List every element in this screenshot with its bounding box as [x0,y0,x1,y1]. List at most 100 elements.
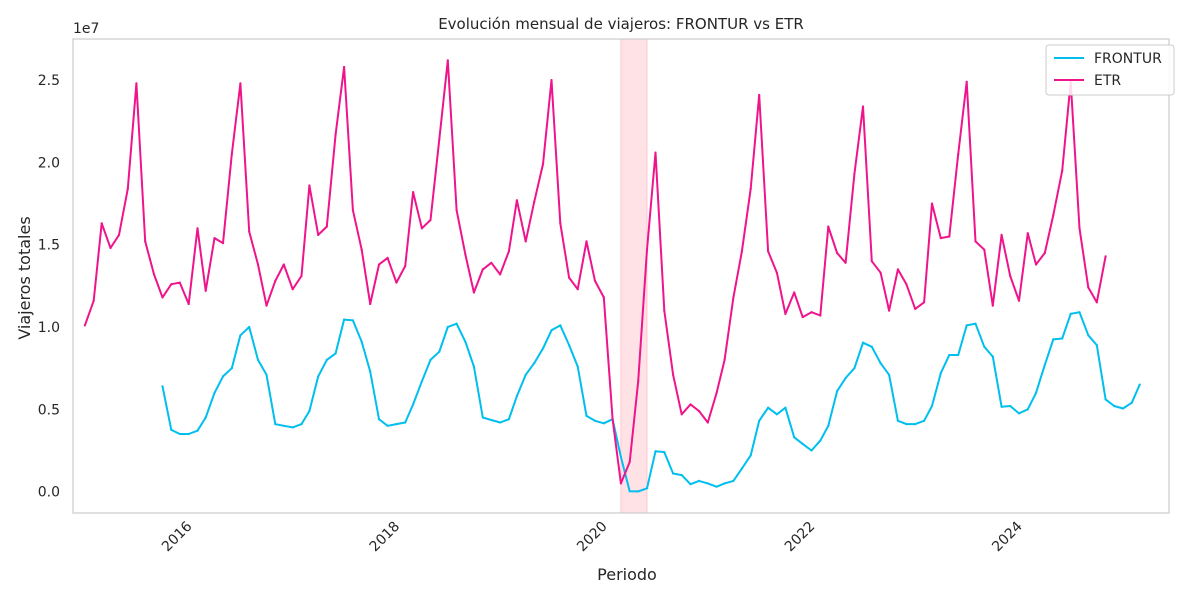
data-point-frontur [784,406,787,409]
data-point-etr [213,237,216,240]
x-axis-label: Periodo [597,565,657,584]
data-point-frontur [879,362,882,365]
data-point-etr [974,240,977,243]
data-point-frontur [810,449,813,452]
data-point-etr [697,409,701,413]
data-point-etr [923,301,926,304]
data-point-frontur [861,341,865,344]
data-point-frontur [689,483,692,486]
data-point-frontur [559,324,562,327]
data-point-frontur [213,391,216,394]
data-point-frontur [983,345,986,348]
data-point-etr [602,296,605,299]
y-offset-text: 1e7 [73,21,99,37]
data-point-etr [905,283,908,286]
data-point-etr [1026,232,1029,235]
series-line-frontur [161,311,1141,493]
data-point-etr [775,271,779,274]
data-point-frontur [1043,363,1046,366]
data-point-frontur [593,419,597,422]
data-point-frontur [576,365,579,368]
data-point-etr [568,276,571,279]
data-point-etr [896,268,900,271]
data-point-etr [991,304,994,307]
data-point-etr [637,380,640,383]
data-point-etr [533,200,536,203]
data-point-etr [386,256,389,259]
data-point-etr [672,373,675,376]
data-point-frontur [870,345,873,348]
data-point-etr [343,65,346,69]
data-point-frontur [930,404,934,408]
data-point-etr [888,309,891,312]
data-point-etr [663,309,666,312]
data-point-frontur [343,318,346,321]
data-point-frontur [360,340,363,343]
data-point-etr [438,138,441,141]
data-point-frontur [300,423,303,426]
data-point-frontur [204,416,207,419]
data-point-frontur [170,428,173,431]
data-point-frontur [793,436,796,439]
y-tick-label: 1.0 [38,320,60,336]
data-point-etr [611,418,614,421]
data-point-etr [749,187,752,190]
data-point-etr [576,288,579,291]
y-tick-label: 2.0 [38,155,60,171]
data-point-etr [490,261,493,264]
data-point-etr [196,227,199,230]
data-point-frontur [585,414,588,417]
data-point-etr [351,209,354,212]
data-point-frontur [464,340,467,343]
data-point-etr [723,358,726,361]
data-point-frontur [957,353,960,357]
data-point-etr [706,421,709,424]
data-point-etr [957,153,960,156]
data-point-frontur [291,426,294,429]
data-point-frontur [533,362,536,365]
data-point-frontur [1026,408,1029,411]
data-point-etr [1087,286,1090,289]
data-point-frontur [265,373,268,376]
data-point-frontur [645,487,649,490]
data-point-frontur [680,474,683,477]
data-point-frontur [1034,391,1038,394]
data-point-etr [221,242,225,245]
data-point-etr [404,265,407,268]
data-point-frontur [758,419,761,422]
data-point-etr [83,324,86,327]
data-point-frontur [853,367,856,370]
data-point-frontur [914,423,917,426]
data-point-etr [541,163,545,166]
data-point-etr [265,304,268,307]
data-point-etr [836,251,839,255]
data-point-etr [135,82,138,85]
data-point-etr [524,240,527,243]
data-point-frontur [715,485,718,488]
data-point-etr [1000,233,1003,236]
data-point-etr [109,246,112,250]
data-point-frontur [1069,312,1072,315]
data-point-frontur [490,418,493,422]
data-point-frontur [1017,412,1021,415]
data-point-etr [248,230,251,233]
data-point-frontur [317,375,320,378]
data-point-frontur [377,418,381,421]
data-point-frontur [767,406,770,409]
data-point-etr [100,222,103,225]
data-point-frontur [515,395,519,398]
data-point-etr [230,153,233,156]
data-point-etr [300,274,303,278]
data-point-frontur [663,451,666,454]
data-point-etr [758,93,761,97]
data-point-etr [117,233,121,236]
data-point-frontur [628,490,631,493]
data-point-etr [948,235,951,238]
data-point-frontur [740,467,744,470]
data-point-etr [853,172,856,176]
data-point-etr [464,253,467,256]
data-point-frontur [775,413,779,416]
data-point-frontur [369,370,372,373]
data-point-frontur [939,372,942,375]
